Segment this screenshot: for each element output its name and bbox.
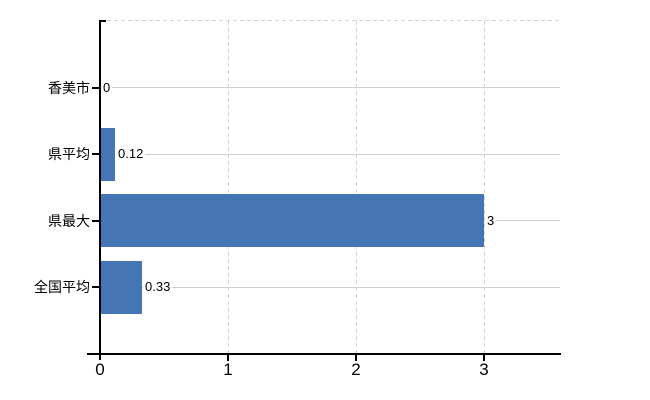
category-label: 全国平均 <box>34 279 90 296</box>
x-tick-label: 1 <box>223 360 233 379</box>
horizontal-gridline <box>100 286 560 288</box>
category-label: 県平均 <box>48 146 90 163</box>
bar <box>100 260 142 314</box>
x-tick <box>227 355 229 361</box>
plot-top-border <box>100 20 560 21</box>
x-tick <box>483 355 485 361</box>
x-tick-label: 2 <box>351 360 361 379</box>
y-tick <box>92 219 99 222</box>
horizontal-gridline <box>100 153 560 155</box>
value-label: 0 <box>101 79 113 95</box>
x-axis-line <box>87 353 561 355</box>
y-tick <box>92 153 99 156</box>
vertical-gridline <box>355 21 357 354</box>
category-label: 香美市 <box>48 79 90 96</box>
y-axis-line <box>99 21 101 360</box>
bar <box>100 127 115 181</box>
x-tick-label: 3 <box>479 360 489 379</box>
value-label: 0.12 <box>116 146 146 162</box>
vertical-gridline <box>483 21 485 354</box>
x-tick <box>355 355 357 361</box>
bar <box>100 194 484 248</box>
vertical-gridline <box>227 21 229 354</box>
y-axis-top-cap <box>99 20 106 22</box>
x-tick-label: 0 <box>95 360 105 379</box>
value-label: 0.33 <box>143 279 173 295</box>
category-label: 県最大 <box>48 212 90 229</box>
y-tick <box>92 286 99 289</box>
horizontal-gridline <box>100 87 560 89</box>
value-label: 3 <box>485 212 497 228</box>
y-tick <box>92 86 99 89</box>
